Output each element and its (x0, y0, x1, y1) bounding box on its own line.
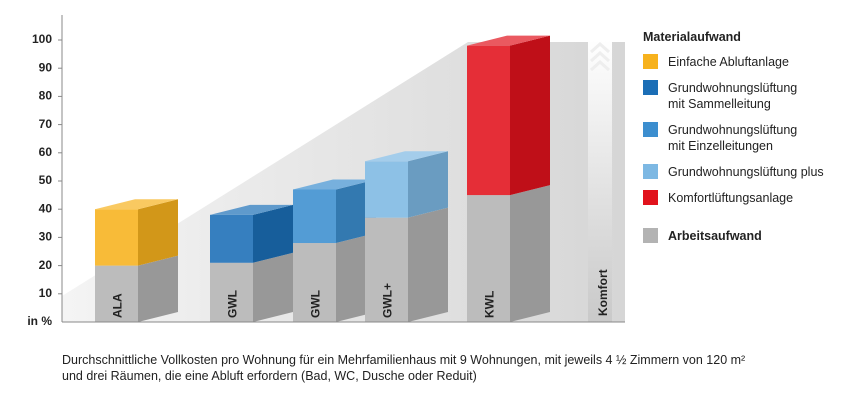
bar-side (510, 35, 550, 196)
y-tick-label: 10 (39, 286, 53, 300)
category-label: GWL (226, 290, 240, 318)
legend-title: Materialaufwand (643, 30, 741, 44)
bar-segment (467, 185, 550, 322)
y-tick-label: 30 (39, 230, 53, 244)
comfort-chevron (590, 50, 610, 63)
category-label: GWL (309, 290, 323, 318)
caption: Durchschnittliche Vollkosten pro Wohnung… (62, 353, 746, 383)
y-tick-label: 40 (39, 201, 53, 215)
bar-front (467, 195, 510, 322)
bar-top (210, 204, 293, 215)
bar-side (510, 185, 550, 322)
bar-segment (293, 233, 376, 322)
legend-label: Grundwohnungslüftung mit Sammelleitung (668, 81, 798, 111)
category-label: GWL+ (381, 283, 395, 318)
bar-front (365, 161, 408, 218)
bar-side (408, 207, 448, 322)
bar-front (467, 45, 510, 196)
legend-label: Grundwohnungslüftung plus (668, 165, 824, 179)
legend-swatch (643, 122, 658, 137)
plot-area: Komfort ALA GWL GWL GWL+ KWL (95, 35, 612, 322)
category-label: KWL (483, 291, 497, 318)
comfort-bar (588, 40, 612, 322)
y-unit-label: in % (27, 314, 52, 328)
legend-swatch (643, 54, 658, 69)
legend-item: Arbeitsaufwand (643, 228, 843, 244)
comfort-chevron (590, 59, 610, 72)
bar-segment (210, 252, 293, 322)
legend-label: Arbeitsaufwand (668, 229, 762, 243)
y-tick-label: 20 (39, 258, 53, 272)
bar-segment (365, 151, 448, 218)
bar-side (253, 204, 293, 263)
bar-front (95, 265, 138, 322)
legend-item: Grundwohnungslüftung mit Sammelleitung (643, 80, 843, 112)
bar-top (293, 179, 376, 190)
category-label: ALA (111, 293, 125, 318)
y-tick-label: 60 (39, 145, 53, 159)
bar-segment (293, 179, 376, 244)
y-tick-label: 100 (32, 32, 52, 46)
y-tick-label: 80 (39, 89, 53, 103)
bar-top (365, 151, 448, 162)
bar-top (467, 35, 550, 46)
bar-side (408, 151, 448, 218)
bar-segment (210, 204, 293, 263)
y-tick-label: 50 (39, 173, 53, 187)
bar-front (210, 214, 253, 263)
legend-swatch (643, 190, 658, 205)
legend-item: Grundwohnungslüftung mit Einzelleitungen (643, 122, 843, 154)
legend-label: Grundwohnungslüftung mit Einzelleitungen (668, 123, 798, 153)
bar-front (365, 217, 408, 322)
bar-front (95, 209, 138, 266)
legend-swatch (643, 164, 658, 179)
y-tick-label: 70 (39, 117, 53, 131)
legend-swatch (643, 228, 658, 243)
bar-front (293, 243, 336, 322)
legend-swatch (643, 80, 658, 95)
legend: Materialaufwand Einfache Abluftanlage Gru… (643, 30, 843, 254)
bar-segment (365, 207, 448, 322)
y-tick-label: 90 (39, 60, 53, 74)
bar-side (138, 255, 178, 322)
bar-side (253, 252, 293, 322)
legend-label: Komfortlüftungsanlage (668, 191, 794, 205)
bar-segment (467, 35, 550, 196)
bar-front (210, 262, 253, 322)
comfort-label: Komfort (596, 269, 610, 316)
legend-item: Grundwohnungslüftung plus (643, 164, 843, 180)
comfort-chevron (590, 41, 610, 54)
bar-segment (95, 199, 178, 266)
legend-item: Komfortlüftungsanlage (643, 190, 843, 206)
bar-front (293, 189, 336, 244)
bar-side (138, 199, 178, 266)
legend-item: Einfache Abluftanlage (643, 54, 843, 70)
bar-top (95, 199, 178, 210)
legend-label: Einfache Abluftanlage (668, 55, 789, 69)
